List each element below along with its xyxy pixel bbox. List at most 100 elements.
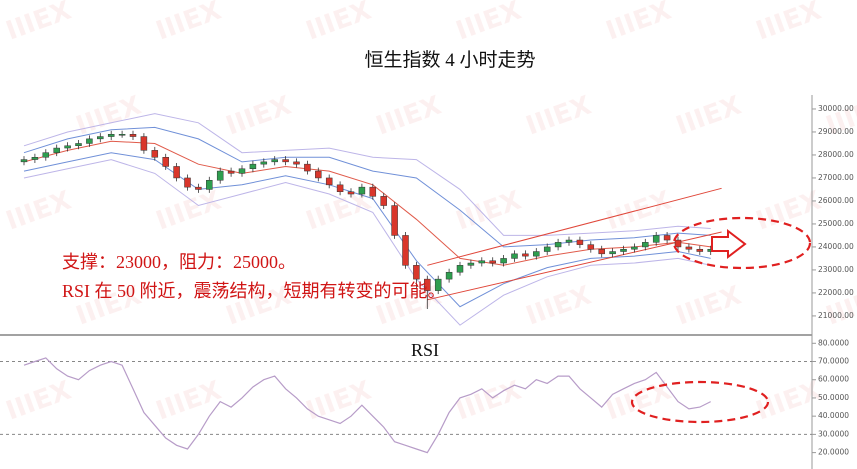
candle-body: [282, 159, 289, 163]
candle-body: [20, 159, 28, 163]
annotation: 支撑：23000，阻力：25000。: [62, 252, 296, 272]
candle-body: [216, 170, 224, 181]
candle-body: [467, 262, 475, 266]
trend-line: [427, 187, 722, 266]
y-tick-label: 29000.00: [818, 127, 854, 136]
watermark: IIIEX: [72, 91, 145, 142]
candle-body: [674, 239, 682, 248]
candle-body: [631, 246, 638, 250]
y-tick-label: 80.0000: [818, 338, 849, 347]
candle-body: [620, 248, 627, 252]
watermark: IIIEX: [752, 376, 825, 427]
y-tick-label: 40.0000: [818, 411, 849, 420]
y-tick-label: 50.0000: [818, 393, 849, 402]
candle-body: [424, 278, 431, 291]
y-tick-label: 26000.00: [818, 196, 854, 205]
candle-body: [533, 251, 540, 257]
candle-body: [31, 157, 39, 160]
y-tick-label: 27000.00: [818, 173, 854, 182]
y-tick-label: 25000.00: [818, 219, 854, 228]
watermark: IIIEX: [2, 186, 75, 237]
candle-body: [554, 242, 562, 248]
watermark: IIIEX: [152, 0, 225, 47]
watermark: IIIEX: [752, 0, 825, 47]
candle-body: [489, 260, 496, 264]
y-tick-label: 28000.00: [818, 150, 854, 159]
y-tick-label: 20.0000: [818, 448, 849, 457]
candle-body: [598, 248, 605, 255]
rsi-line: [23, 357, 711, 454]
watermark: IIIEX: [2, 376, 75, 427]
watermark: IIIEX: [672, 91, 745, 142]
candle-body: [369, 186, 377, 197]
candle-body: [478, 260, 486, 264]
y-tick-label: 22000.00: [818, 288, 854, 297]
candle-body: [53, 147, 60, 153]
candle-body: [587, 244, 595, 250]
candle-body: [380, 196, 387, 206]
candle-body: [75, 143, 82, 147]
bollinger-band: [23, 113, 711, 236]
candle-body: [129, 134, 137, 137]
candle-body: [140, 136, 148, 151]
y-tick-label: 24000.00: [818, 242, 854, 251]
rsi-title: RSI: [411, 340, 439, 360]
y-tick-label: 30.0000: [818, 429, 849, 438]
candle-body: [195, 186, 202, 190]
watermark: IIIEX: [222, 91, 295, 142]
candle-body: [358, 186, 366, 195]
bollinger-band: [23, 159, 711, 326]
y-tick-label: 21000.00: [818, 311, 854, 320]
watermark: IIIEX: [602, 0, 675, 47]
y-tick-label: 30000.00: [818, 104, 854, 113]
candle-body: [184, 177, 191, 188]
arrow: [711, 228, 747, 260]
watermark: IIIEX: [302, 376, 375, 427]
candle-body: [685, 246, 693, 250]
watermark: IIIEX: [602, 186, 675, 237]
candle-body: [663, 235, 671, 241]
candle-body: [543, 246, 551, 252]
highlight-ellipse: [672, 216, 812, 270]
candle-body: [522, 253, 529, 257]
candle-body: [565, 239, 573, 243]
candle-body: [86, 138, 93, 144]
candle-body: [576, 239, 584, 245]
rsi-panel: 20.0000 30.0000 40.0000 50.0000 60.0000 70.00…: [0, 338, 849, 457]
candle-body: [413, 265, 420, 280]
y-tick-label: 60.0000: [818, 375, 849, 384]
y-tick-label: 23000.00: [818, 265, 854, 274]
candle-body: [609, 251, 616, 255]
price-panel: 21000.00 22000.00 23000.00 24000.00 25000.00…: [20, 104, 854, 326]
candle-body: [238, 168, 246, 174]
candle-body: [42, 152, 50, 158]
watermark: IIIEX: [152, 376, 225, 427]
chart-title: 恒生指数 4 小时走势: [364, 49, 535, 71]
watermark: IIIEX: [452, 376, 525, 427]
candle-body: [64, 145, 71, 149]
watermark: IIIEX: [302, 0, 375, 47]
candle-body: [107, 134, 115, 137]
watermark: IIIEX: [522, 91, 595, 142]
highlight-ellipse: [630, 380, 770, 424]
watermark: IIIEX: [752, 186, 825, 237]
candle-body: [293, 161, 300, 165]
candle-body: [652, 235, 660, 243]
candle-body: [249, 163, 257, 170]
trend-line: [427, 231, 722, 301]
candle-body: [445, 271, 453, 280]
candle-body: [402, 235, 409, 266]
y-tick-label: 70.0000: [818, 357, 849, 366]
candle-body: [206, 179, 213, 190]
candle-body: [511, 253, 518, 259]
candle-body: [434, 278, 442, 291]
candle-body: [315, 170, 322, 179]
candle-body: [97, 136, 104, 140]
watermark: IIIEX: [372, 91, 445, 142]
watermark: IIIEX: [672, 281, 745, 332]
bollinger-band: [23, 126, 711, 248]
watermark: IIIEX: [522, 281, 595, 332]
candle-body: [151, 150, 159, 158]
candle-body: [642, 242, 649, 248]
candle-body: [173, 166, 180, 179]
